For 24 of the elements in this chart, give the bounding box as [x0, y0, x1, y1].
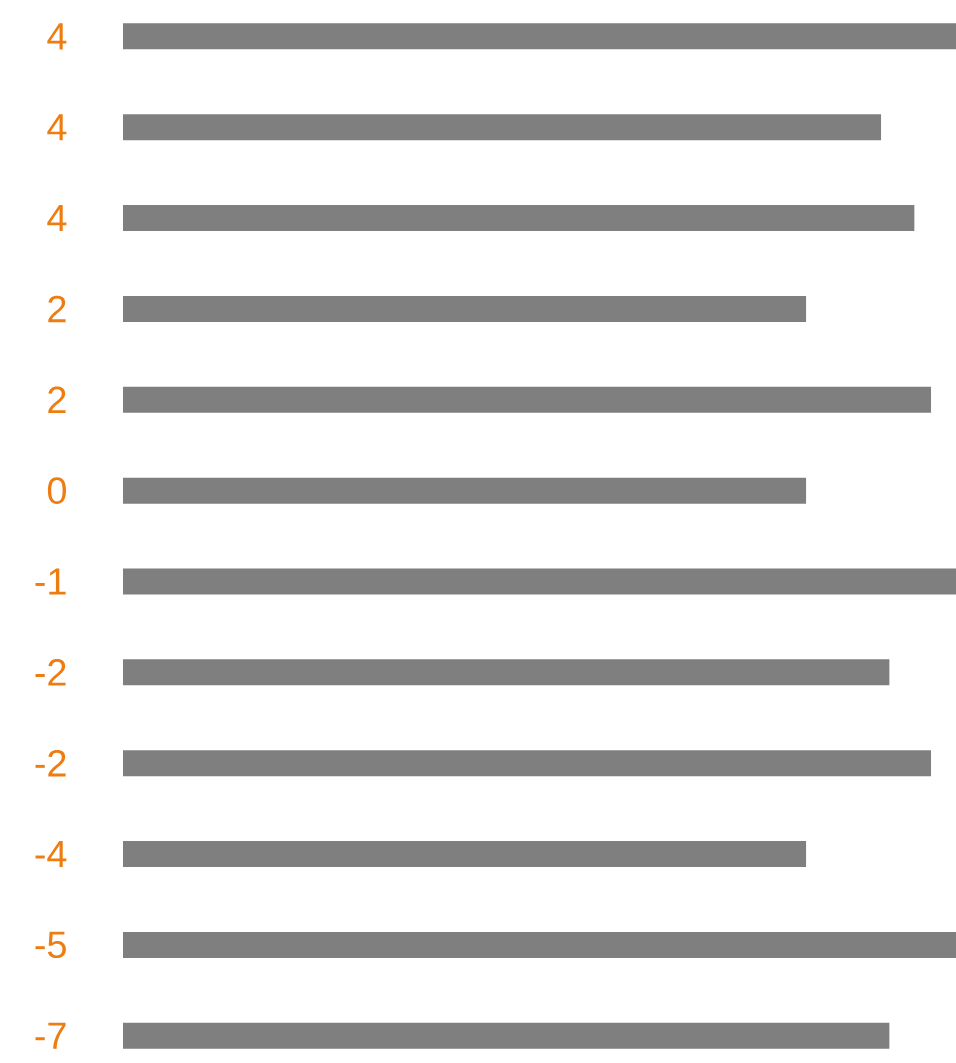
y-tick-label: -4	[35, 841, 67, 868]
y-tick-label: 4	[47, 23, 67, 50]
bar	[123, 931, 956, 958]
y-tick-label: 2	[48, 386, 66, 413]
bar	[123, 1022, 890, 1049]
y-tick-label: 4	[47, 114, 67, 141]
bar	[123, 841, 807, 868]
bar	[123, 23, 956, 50]
y-tick-label: 2	[48, 295, 66, 323]
bar	[123, 568, 956, 595]
bar	[123, 205, 915, 232]
bar	[123, 750, 932, 777]
y-tick-label: 0	[47, 477, 66, 505]
bar	[123, 386, 932, 413]
bar	[123, 295, 807, 322]
bar	[123, 114, 882, 141]
y-tick-label: -2	[35, 659, 66, 686]
y-tick-label: -5	[35, 931, 66, 959]
y-tick-label: -1	[35, 568, 66, 595]
y-tick-label: -7	[35, 1022, 66, 1049]
y-tick-label: -2	[35, 749, 66, 777]
y-tick-label: 4	[47, 205, 67, 232]
bar	[123, 659, 890, 686]
bar	[123, 477, 807, 504]
